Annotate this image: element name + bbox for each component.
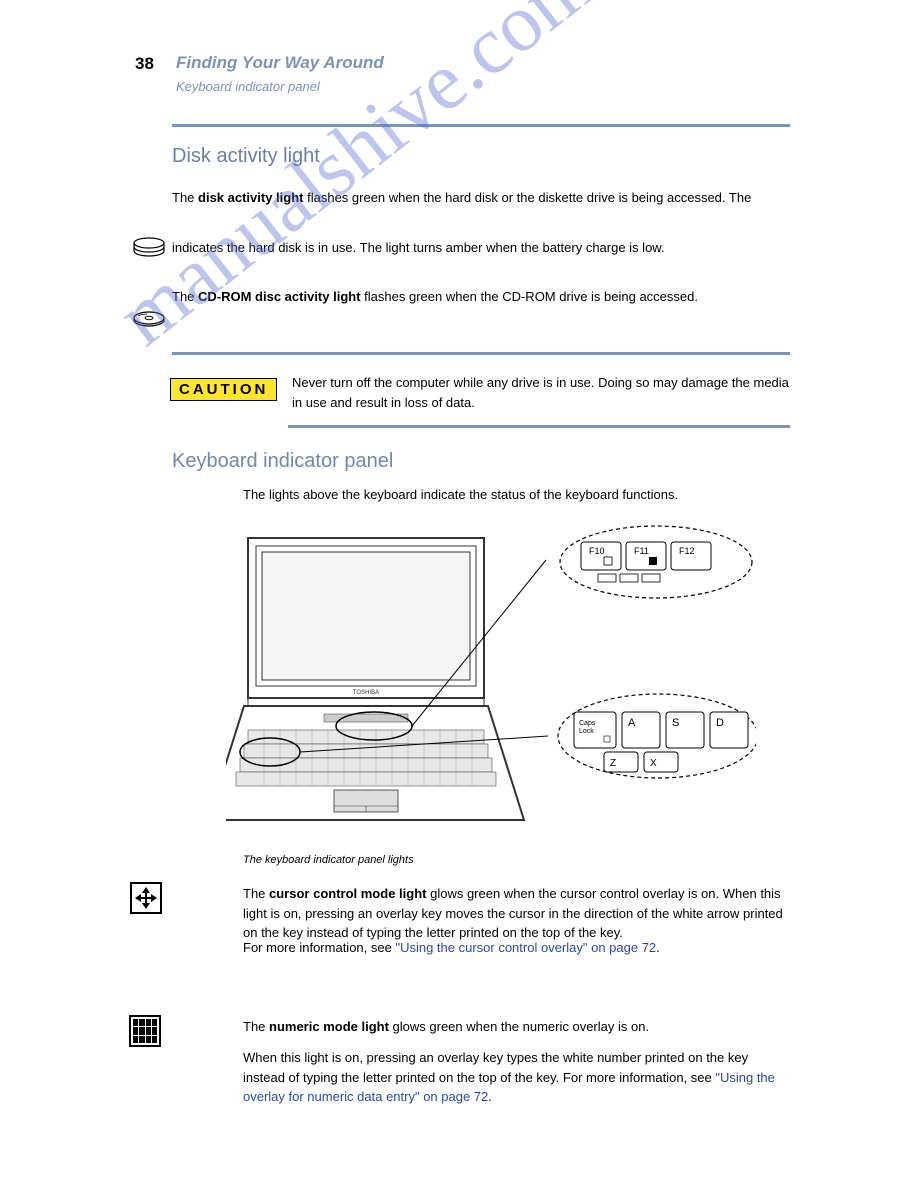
svg-text:Lock: Lock: [579, 728, 594, 735]
cd-text: The CD-ROM disc activity light flashes g…: [172, 287, 792, 307]
caution-badge: CAUTION: [170, 378, 277, 401]
text: The: [243, 1019, 269, 1034]
chapter-title: Finding Your Way Around: [176, 53, 384, 73]
caution-text: Never turn off the computer while any dr…: [292, 373, 790, 412]
text: The: [243, 886, 269, 901]
svg-text:F12: F12: [679, 546, 695, 556]
keyboard-heading: Keyboard indicator panel: [172, 450, 393, 473]
divider: [172, 352, 790, 355]
svg-text:F11: F11: [634, 546, 649, 556]
numeric-paragraph-2: When this light is on, pressing an overl…: [243, 1048, 791, 1107]
text: flashes green when the hard disk or the …: [304, 190, 752, 205]
disk-term: disk activity light: [198, 190, 303, 205]
numeric-paragraph-1: The numeric mode light glows green when …: [243, 1017, 791, 1037]
svg-text:Caps: Caps: [579, 720, 596, 727]
text: .: [656, 940, 660, 955]
keyboard-intro-text: The lights above the keyboard indicate t…: [243, 485, 788, 505]
content-area: Disk activity light The disk activity li…: [172, 145, 792, 311]
disk-heading: Disk activity light: [172, 145, 792, 168]
text: When this light is on, pressing an overl…: [243, 1050, 748, 1085]
text: glows green when the numeric overlay is …: [389, 1019, 649, 1034]
text: .: [488, 1089, 492, 1104]
disk-text-2: indicates the hard disk is in use. The l…: [172, 238, 792, 258]
svg-text:Z: Z: [610, 758, 616, 769]
text: flashes green when the CD-ROM drive is b…: [361, 289, 698, 304]
svg-text:TOSHIBA: TOSHIBA: [353, 690, 379, 696]
text: The: [172, 289, 198, 304]
numeric-term: numeric mode light: [269, 1019, 389, 1034]
divider: [288, 425, 790, 428]
chapter-subtitle: Keyboard indicator panel: [176, 79, 320, 94]
cd-term: CD-ROM disc activity light: [198, 289, 361, 304]
cursor-control-icon: [130, 882, 162, 914]
cd-disc-icon: [132, 310, 167, 328]
page-number: 38: [135, 54, 154, 74]
page-reference-link[interactable]: "Using the cursor control overlay" on pa…: [395, 940, 656, 955]
cursor-term: cursor control mode light: [269, 886, 426, 901]
text: For more information, see: [243, 940, 395, 955]
svg-text:A: A: [628, 717, 636, 729]
svg-text:F10: F10: [589, 546, 605, 556]
disk-stack-icon: [132, 237, 167, 259]
svg-text:X: X: [650, 758, 657, 769]
laptop-illustration: TOSHIBA: [226, 520, 756, 850]
svg-text:D: D: [716, 717, 724, 729]
disk-text-1: The disk activity light flashes green wh…: [172, 188, 792, 208]
svg-text:S: S: [672, 717, 679, 729]
figure-caption: The keyboard indicator panel lights: [243, 854, 414, 866]
cursor-paragraph-2: For more information, see "Using the cur…: [243, 938, 791, 958]
divider: [172, 124, 790, 127]
text: The: [172, 190, 198, 205]
cursor-paragraph-1: The cursor control mode light glows gree…: [243, 884, 791, 943]
numeric-mode-icon: [129, 1015, 161, 1047]
